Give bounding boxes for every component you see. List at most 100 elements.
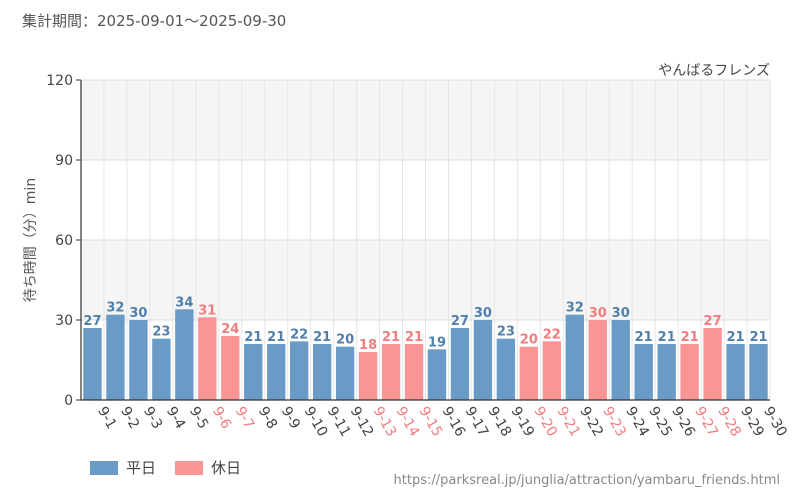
x-tick-label-9-14: 9-14 [393,404,423,440]
bar-9-15 [404,344,424,400]
data-label-9-28: 27 [704,314,722,329]
legend-label-holiday: 休日 [211,459,242,477]
bar-9-1 [83,328,102,400]
y-tick-label: 120 [46,73,73,89]
bar-9-10 [289,341,309,400]
data-label-9-24: 30 [612,306,630,321]
x-tick-label-9-1: 9-1 [94,404,119,432]
x-tick-label-9-16: 9-16 [439,404,469,440]
data-labels: 27 32 30 23 34 31 24 21 21 22 21 20 18 21 21 19 27 30 23 20… [83,295,767,353]
x-tick-label-9-13: 9-13 [370,404,400,440]
data-label-9-6: 31 [198,303,216,318]
legend-item-holiday: 休日 [175,457,241,478]
data-label-9-15: 21 [405,330,423,345]
bar-9-22 [565,314,584,400]
data-label-9-5: 34 [175,295,193,310]
data-label-9-18: 30 [474,306,492,321]
data-label-9-8: 21 [244,330,262,345]
data-label-9-10: 22 [290,327,308,342]
data-label-9-14: 21 [382,330,400,345]
y-axis-label: 待ち時間（分）min [23,178,39,302]
bar-9-29 [726,344,745,400]
x-tick-label-9-11: 9-11 [324,404,354,440]
data-label-9-27: 21 [681,330,699,345]
x-tick-label-9-21: 9-21 [553,404,583,440]
x-tick-labels: 9-19-29-39-49-59-69-79-89-99-109-119-129… [94,404,790,440]
bar-9-19 [496,338,516,400]
bar-9-11 [312,344,332,400]
bar-9-9 [267,344,286,400]
data-label-9-1: 27 [83,314,101,329]
x-tick-label-9-24: 9-24 [622,404,652,440]
bar-9-14 [381,344,401,400]
data-label-9-4: 23 [152,325,170,340]
x-tick-label-9-17: 9-17 [461,404,491,440]
bar-9-5 [175,309,194,400]
data-label-9-23: 30 [589,306,607,321]
bar-9-18 [473,320,493,400]
data-label-9-9: 21 [267,330,285,345]
x-tick-label-9-23: 9-23 [599,404,629,440]
data-label-9-25: 21 [635,330,653,345]
data-label-9-16: 19 [428,335,446,350]
bars [83,309,768,400]
x-tick-label-9-5: 9-5 [186,404,211,432]
bar-9-16 [427,349,447,400]
bar-9-30 [749,344,768,400]
y-tick-label: 60 [55,233,73,249]
data-label-9-22: 32 [566,301,584,316]
x-tick-label-9-15: 9-15 [416,404,446,440]
x-tick-label-9-9: 9-9 [278,404,303,432]
data-label-9-3: 30 [129,306,147,321]
y-tick-label: 30 [55,313,73,329]
data-label-9-30: 21 [749,330,767,345]
bar-9-2 [106,314,125,400]
bar-9-4 [152,338,171,400]
x-tick-label-9-10: 9-10 [301,404,331,440]
bar-9-8 [244,344,263,400]
x-tick-label-9-29: 9-29 [737,404,767,440]
data-label-9-17: 27 [451,314,469,329]
bar-9-27 [680,344,699,400]
data-label-9-2: 32 [106,301,124,316]
bar-9-21 [542,341,562,400]
data-label-9-20: 20 [520,333,538,348]
data-label-9-19: 23 [497,325,515,340]
x-tick-label-9-19: 9-19 [507,404,537,440]
bar-9-28 [703,328,722,400]
x-tick-label-9-7: 9-7 [232,404,257,432]
data-label-9-11: 21 [313,330,331,345]
data-label-9-29: 21 [727,330,745,345]
data-label-9-13: 18 [359,338,377,353]
x-tick-label-9-28: 9-28 [714,404,744,440]
bar-9-13 [358,352,378,400]
bar-9-26 [657,344,676,400]
x-tick-label-9-26: 9-26 [668,404,698,440]
bar-9-24 [611,320,630,400]
bar-9-25 [634,344,653,400]
bar-9-23 [588,320,607,400]
data-label-9-12: 20 [336,333,354,348]
y-tick-label: 90 [55,153,73,169]
x-tick-label-9-4: 9-4 [163,404,188,432]
legend-swatch-holiday [175,460,203,475]
x-tick-label-9-2: 9-2 [117,404,142,432]
period-label: 集計期間：2025-09-01～2025-09-30 [22,12,287,30]
x-tick-label-9-18: 9-18 [484,404,514,440]
chart-title: やんばるフレンズ [658,63,770,79]
data-label-9-26: 21 [658,330,676,345]
x-tick-label-9-6: 9-6 [209,404,234,432]
bar-9-17 [450,328,470,400]
horizontal-gridlines [81,79,770,321]
x-tick-label-9-8: 9-8 [255,404,280,432]
x-tick-label-9-25: 9-25 [645,404,675,440]
y-tick-label: 0 [64,393,73,409]
data-label-9-21: 22 [543,327,561,342]
bar-9-6 [198,317,217,400]
legend-label-weekday: 平日 [126,459,157,477]
bar-9-12 [335,346,355,400]
bar-9-7 [221,336,240,400]
bar-9-3 [129,320,148,400]
x-tick-label-9-30: 9-30 [760,404,790,440]
x-tick-label-9-3: 9-3 [140,404,165,432]
